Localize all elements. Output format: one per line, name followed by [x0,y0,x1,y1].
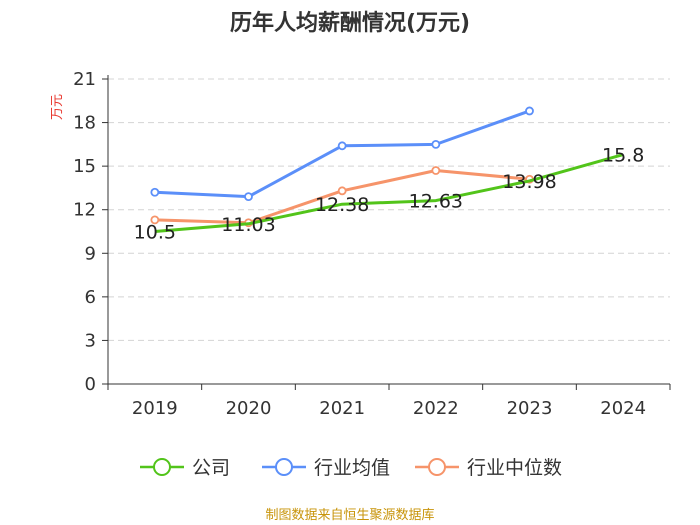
data-label-2023: 13.98 [502,171,556,193]
legend-marker-2 [428,458,446,476]
series-line-0 [154,153,624,233]
x-tick-label-2022: 2022 [413,398,459,419]
series-1-point [244,192,253,202]
y-tick-label: 18 [73,113,96,134]
x-tick-label-2023: 2023 [507,398,553,419]
y-tick-label: 9 [85,243,96,264]
legend-marker-0 [153,458,171,476]
x-tick-label-2020: 2020 [226,398,272,419]
y-tick-label: 21 [73,69,96,90]
legend-label-0: 公司 [192,457,230,479]
data-labels: 10.5 11.03 12.38 12.63 13.98 15.8 [134,145,645,244]
axes [102,75,671,390]
legend-label-1: 行业均值 [314,457,390,479]
chart-title: 历年人均薪酬情况(万元) [230,10,470,36]
legend-item-1[interactable]: 行业均值 [262,457,390,479]
data-label-2024: 15.8 [602,145,644,167]
legend-item-2[interactable]: 行业中位数 [415,457,562,479]
source-note: 制图数据来自恒生聚源数据库 [265,507,434,523]
data-label-2022: 12.63 [409,191,463,213]
series-1-point [431,139,441,149]
y-tick-label: 15 [73,156,96,177]
legend-item-0[interactable]: 公司 [140,457,230,479]
grid-lines [108,78,670,341]
tick-labels: 0 3 6 9 12 15 18 21 2019 2020 2021 2022 2023 2024 [73,69,646,419]
legend[interactable]: 公司 行业均值 行业中位数 [140,457,562,479]
series-2-point [431,166,441,175]
series-group [150,106,624,233]
data-label-2020: 11.03 [221,214,275,236]
y-tick-label: 3 [85,330,96,351]
data-label-2021: 12.38 [315,194,369,216]
series-2-point [150,215,160,225]
series-1-point [337,141,347,151]
y-tick-label: 6 [85,287,96,308]
y-tick-label: 0 [85,374,96,395]
series-1-point [150,187,160,197]
legend-label-2: 行业中位数 [467,457,562,479]
y-tick-label: 12 [73,200,96,221]
x-tick-label-2024: 2024 [600,398,646,419]
series-1-point [525,106,534,116]
y-axis-label: 万元 [50,94,65,120]
data-label-2019: 10.5 [134,222,176,244]
x-tick-label-2019: 2019 [132,398,178,419]
x-tick-label-2021: 2021 [319,398,365,419]
legend-marker-1 [275,458,293,476]
series-2-point [337,186,347,196]
series-line-1 [154,109,531,199]
